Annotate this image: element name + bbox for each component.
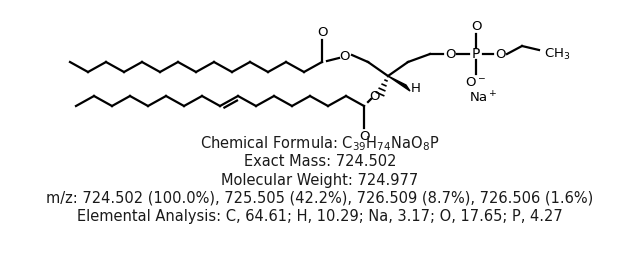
Text: O: O (369, 90, 380, 103)
Text: O: O (445, 47, 455, 61)
Text: O$^-$: O$^-$ (465, 75, 486, 89)
Polygon shape (388, 76, 410, 91)
Text: O: O (317, 25, 327, 39)
Text: O: O (495, 47, 505, 61)
Text: Chemical Formula: C$_{39}$H$_{74}$NaO$_{8}$P: Chemical Formula: C$_{39}$H$_{74}$NaO$_{… (200, 135, 440, 153)
Text: Na$^+$: Na$^+$ (468, 90, 497, 106)
Text: Exact Mass: 724.502: Exact Mass: 724.502 (244, 155, 396, 170)
Text: O: O (340, 50, 350, 63)
Text: O: O (359, 129, 369, 143)
Text: m/z: 724.502 (100.0%), 725.505 (42.2%), 726.509 (8.7%), 726.506 (1.6%): m/z: 724.502 (100.0%), 725.505 (42.2%), … (46, 190, 594, 205)
Text: Elemental Analysis: C, 64.61; H, 10.29; Na, 3.17; O, 17.65; P, 4.27: Elemental Analysis: C, 64.61; H, 10.29; … (77, 209, 563, 223)
Text: H: H (411, 81, 421, 95)
Text: O: O (471, 20, 481, 34)
Text: P: P (472, 47, 480, 61)
Text: CH$_3$: CH$_3$ (544, 46, 570, 62)
Text: Molecular Weight: 724.977: Molecular Weight: 724.977 (221, 172, 419, 188)
